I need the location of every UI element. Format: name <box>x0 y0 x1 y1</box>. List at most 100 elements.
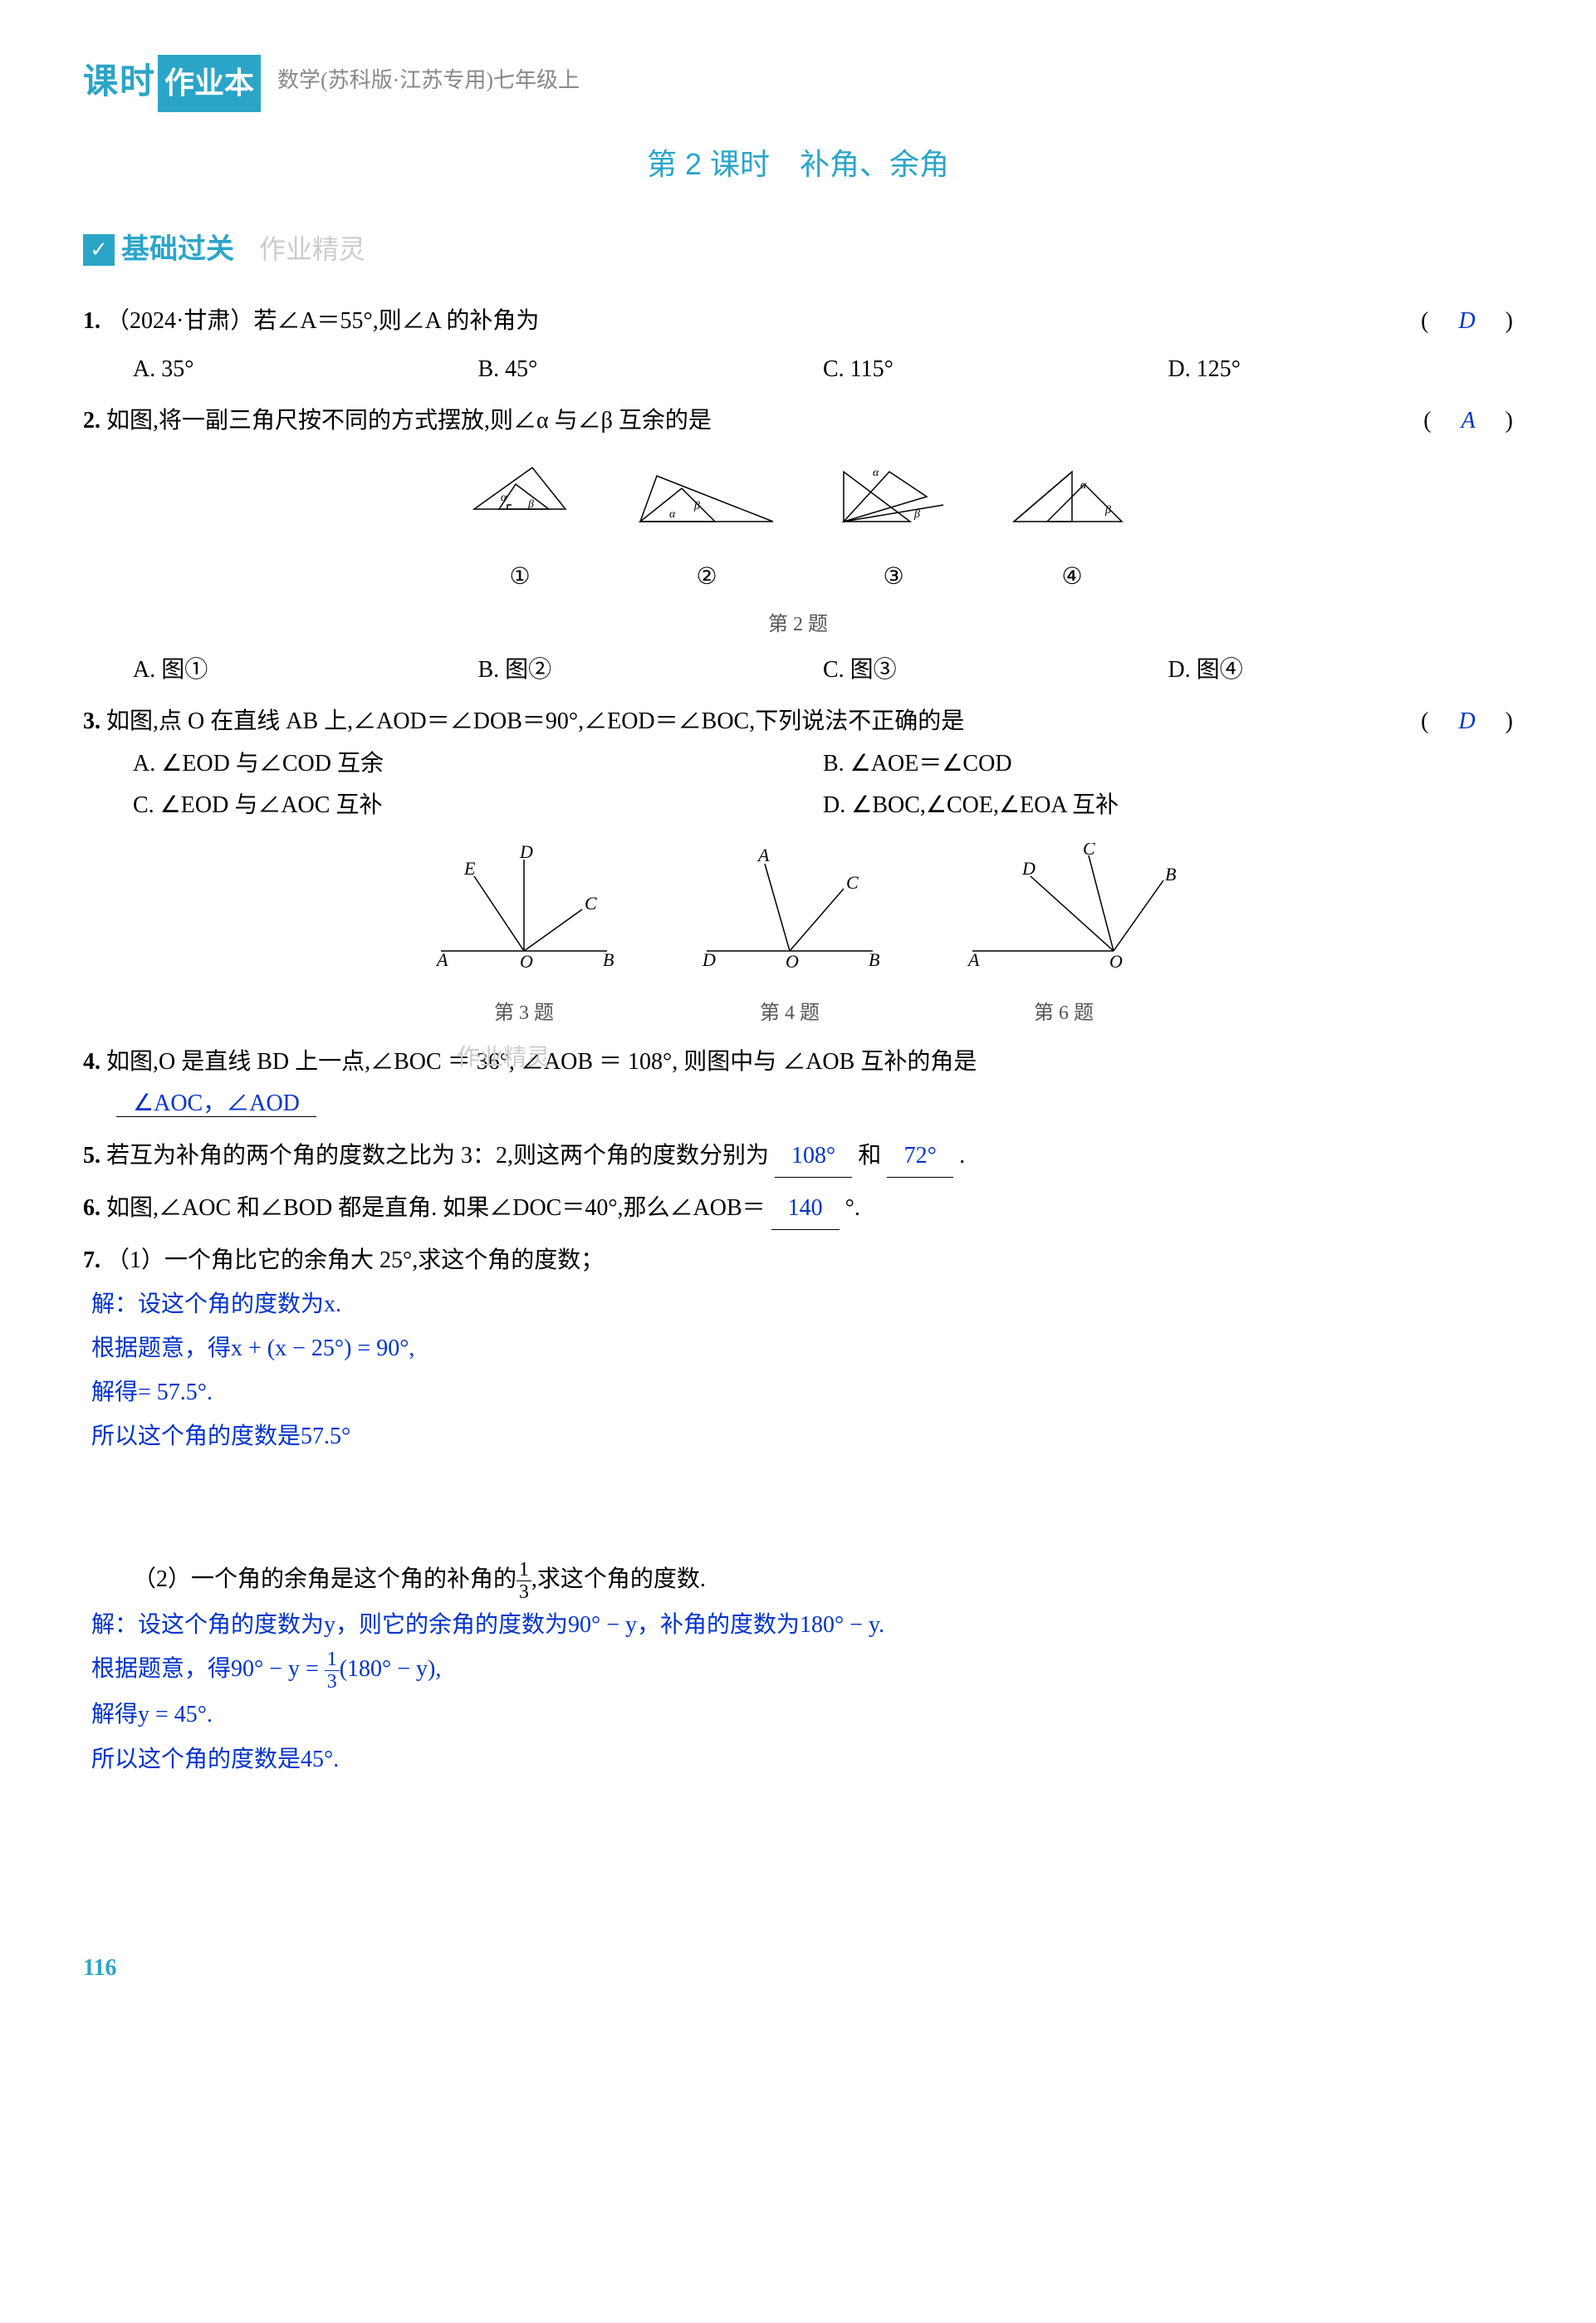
q3-choice-b: B. ∠AOE＝∠COD <box>823 743 1513 785</box>
q4-answer: ∠AOC，∠AOD <box>116 1090 316 1117</box>
q6-tail: °. <box>845 1195 860 1221</box>
q7-sol2-l4: 所以这个角的度数是45°. <box>91 1737 1513 1781</box>
q7-num: 7. <box>83 1247 100 1273</box>
q7-sol1-l1: 解：设这个角的度数为x. <box>91 1282 1513 1326</box>
q7-sol2-l2b: (180° − y), <box>340 1656 442 1682</box>
q3-answer-paren: ( D ) <box>1421 701 1513 742</box>
svg-text:O: O <box>1109 951 1123 972</box>
fraction-1-3: 13 <box>516 1559 531 1603</box>
section-header: ✓ 基础过关 作业精灵 <box>83 224 1513 275</box>
q2-label-3: ③ <box>831 556 956 598</box>
q7-part1: （1）一个角比它的余角大 25°,求这个角的度数； <box>106 1247 604 1273</box>
svg-text:B: B <box>1165 864 1176 885</box>
q3-figures: A O B D E C 第 3 题 D O <box>83 843 1513 1032</box>
svg-text:C: C <box>585 893 597 914</box>
q3-choices-row1: A. ∠EOD 与∠COD 互余 B. ∠AOE＝∠COD <box>133 743 1513 785</box>
svg-text:A: A <box>756 845 770 865</box>
q2-fig-2: α β ② <box>632 459 781 599</box>
q7-part2-a: （2）一个角的余角是这个角的补角的 <box>133 1566 516 1592</box>
question-5: 5. 若互为补角的两个角的度数之比为 3：2,则这两个角的度数分别为 108° … <box>83 1135 1513 1178</box>
q2-text: 如图,将一副三角尺按不同的方式摆放,则∠α 与∠β 互余的是 <box>106 408 712 434</box>
q1-choice-d: D. 125° <box>1168 349 1514 390</box>
q2-choice-a: A. 图① <box>133 649 478 691</box>
question-4: 4. 如图,O 是直线 BD 上一点,∠BOC ＝ 36°, ∠AOB ＝ 10… <box>83 1041 1513 1125</box>
svg-text:α: α <box>873 467 879 479</box>
q1-choice-c: C. 115° <box>823 349 1168 390</box>
svg-text:β: β <box>1104 504 1111 517</box>
q2-figures: α β ① α β ② <box>83 459 1513 599</box>
q2-fig-1: α β ① <box>458 459 582 599</box>
triangle-diagram-1-icon: α β <box>458 459 582 542</box>
frac-num-b: 1 <box>325 1649 340 1671</box>
angle-diagram-6-icon: A O D C B <box>947 843 1180 976</box>
q3-choice-d: D. ∠BOC,∠COE,∠EOA 互补 <box>823 785 1513 826</box>
fig6-caption: 第 6 题 <box>947 996 1180 1032</box>
q7-sol1-l4: 所以这个角的度数是57.5° <box>91 1414 1513 1458</box>
q3-answer: D <box>1452 708 1481 734</box>
q2-choices: A. 图① B. 图② C. 图③ D. 图④ <box>133 649 1513 691</box>
question-7: 7. （1）一个角比它的余角大 25°,求这个角的度数； 解：设这个角的度数为x… <box>83 1240 1513 1781</box>
svg-text:α: α <box>501 492 507 504</box>
lesson-title: 第 2 课时 补角、余角 <box>83 138 1513 192</box>
q3-text: 如图,点 O 在直线 AB 上,∠AOD＝∠DOB＝90°,∠EOD＝∠BOC,… <box>106 708 964 734</box>
q6-num: 6. <box>83 1195 100 1221</box>
fig-q3: A O B D E C 第 3 题 <box>416 843 632 1032</box>
q3-choice-a: A. ∠EOD 与∠COD 互余 <box>133 743 823 785</box>
q7-sol2-l2: 根据题意，得90° − y = 13(180° − y), <box>91 1647 1513 1693</box>
q2-caption: 第 2 题 <box>83 607 1513 643</box>
svg-text:β: β <box>913 508 920 521</box>
q6-text: 如图,∠AOC 和∠BOD 都是直角. 如果∠DOC＝40°,那么∠AOB＝ <box>106 1195 766 1221</box>
svg-text:E: E <box>463 858 476 879</box>
triangle-diagram-4-icon: α β <box>1006 459 1138 542</box>
frac-den-b: 3 <box>325 1671 340 1693</box>
q2-choice-d: D. 图④ <box>1168 649 1514 691</box>
q7-sol2: 解：设这个角的度数为y，则它的余角的度数为90° − y，补角的度数为180° … <box>91 1603 1513 1781</box>
q2-fig-3: α β ③ <box>831 459 956 599</box>
angle-diagram-3-icon: A O B D E C <box>416 843 632 976</box>
question-1: 1. （2024·甘肃）若∠A＝55°,则∠A 的补角为 ( D ) A. 35… <box>83 301 1513 391</box>
watermark-2: 作业精灵 <box>457 1037 550 1079</box>
q2-fig-4: α β ④ <box>1006 459 1138 599</box>
fraction-1-3-b: 13 <box>325 1649 340 1693</box>
q3-choice-c: C. ∠EOD 与∠AOC 互补 <box>133 785 823 826</box>
q3-choices-row2: C. ∠EOD 与∠AOC 互补 D. ∠BOC,∠COE,∠EOA 互补 <box>133 785 1513 826</box>
svg-text:A: A <box>435 949 448 970</box>
q2-label-2: ② <box>632 556 781 598</box>
q7-sol2-l3: 解得y = 45°. <box>91 1693 1513 1737</box>
svg-text:D: D <box>702 949 716 970</box>
q7-sol1-l2: 根据题意，得x + (x − 25°) = 90°, <box>91 1326 1513 1370</box>
question-6: 6. 如图,∠AOC 和∠BOD 都是直角. 如果∠DOC＝40°,那么∠AOB… <box>83 1188 1513 1230</box>
q1-choices: A. 35° B. 45° C. 115° D. 125° <box>133 349 1513 390</box>
q5-text: 若互为补角的两个角的度数之比为 3：2,则这两个角的度数分别为 <box>106 1143 769 1169</box>
q5-num: 5. <box>83 1143 100 1169</box>
q7-part2: （2）一个角的余角是这个角的补角的13,求这个角的度数. <box>133 1559 1513 1603</box>
fig3-caption: 第 3 题 <box>416 996 632 1032</box>
q3-num: 3. <box>83 708 100 734</box>
q4-num: 4. <box>83 1049 100 1075</box>
svg-text:D: D <box>519 843 533 862</box>
q2-choice-b: B. 图② <box>478 649 824 691</box>
q6-ans: 140 <box>771 1195 840 1221</box>
logo-keshi: 课时 <box>83 50 156 113</box>
svg-text:D: D <box>1021 858 1035 879</box>
angle-diagram-4-icon: D O B A C <box>682 843 898 976</box>
svg-text:A: A <box>967 949 980 970</box>
q5-ans2: 72° <box>888 1143 953 1169</box>
section-label: 基础过关 <box>121 224 234 275</box>
q2-choice-c: C. 图③ <box>823 649 1168 691</box>
q2-answer: A <box>1455 408 1482 434</box>
question-2: 2. 如图,将一副三角尺按不同的方式摆放,则∠α 与∠β 互余的是 ( A ) … <box>83 400 1513 691</box>
svg-text:B: B <box>603 949 614 970</box>
check-icon: ✓ <box>83 234 115 266</box>
q1-answer-paren: ( D ) <box>1421 301 1513 342</box>
header-subtitle: 数学(苏科版·江苏专用)七年级上 <box>277 61 580 100</box>
q7-part2-b: ,求这个角的度数. <box>531 1566 706 1592</box>
page-number: 116 <box>83 1948 1513 1989</box>
triangle-diagram-3-icon: α β <box>831 459 956 542</box>
q1-choice-a: A. 35° <box>133 349 478 390</box>
fig-q6: A O D C B 第 6 题 <box>947 843 1180 1032</box>
question-3: 3. 如图,点 O 在直线 AB 上,∠AOD＝∠DOB＝90°,∠EOD＝∠B… <box>83 701 1513 1032</box>
page-header: 课时 作业本 数学(苏科版·江苏专用)七年级上 <box>83 50 1513 113</box>
watermark-text: 作业精灵 <box>259 226 365 274</box>
frac-num: 1 <box>516 1559 531 1581</box>
